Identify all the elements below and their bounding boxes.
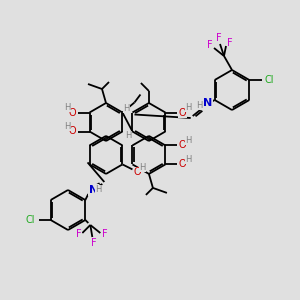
Text: H: H (64, 103, 71, 112)
Text: H: H (139, 163, 146, 172)
Text: F: F (91, 238, 96, 248)
Text: F: F (227, 38, 233, 48)
Text: F: F (216, 33, 222, 43)
Text: O: O (178, 140, 186, 150)
Text: H: H (123, 104, 130, 113)
Text: F: F (207, 40, 213, 50)
Text: F: F (101, 229, 107, 239)
Text: Cl: Cl (26, 215, 35, 225)
Text: O: O (178, 159, 186, 170)
Text: O: O (134, 167, 141, 177)
Text: H: H (125, 131, 132, 140)
Text: H: H (196, 100, 203, 109)
Text: Cl: Cl (265, 75, 274, 85)
Text: H: H (185, 155, 192, 164)
Text: H: H (185, 103, 192, 112)
Text: H: H (185, 136, 192, 145)
Text: F: F (76, 229, 81, 239)
Text: O: O (69, 127, 76, 136)
Text: H: H (95, 185, 101, 194)
Text: O: O (69, 107, 76, 118)
Text: N: N (89, 185, 98, 195)
Text: H: H (64, 122, 71, 131)
Text: O: O (178, 107, 186, 118)
Text: N: N (203, 98, 212, 108)
